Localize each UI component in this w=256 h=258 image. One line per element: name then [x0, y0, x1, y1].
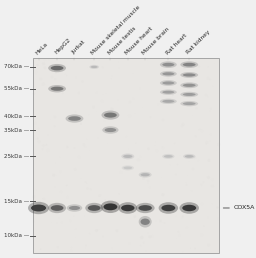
Text: Mouse testis: Mouse testis	[107, 26, 137, 55]
Text: COX5A: COX5A	[233, 205, 255, 211]
Ellipse shape	[141, 173, 150, 176]
Ellipse shape	[51, 205, 63, 211]
Ellipse shape	[180, 101, 198, 106]
Ellipse shape	[66, 114, 83, 123]
Text: Rat kidney: Rat kidney	[186, 30, 211, 55]
Ellipse shape	[159, 202, 178, 214]
Ellipse shape	[180, 92, 198, 97]
Text: 25kDa —: 25kDa —	[4, 154, 29, 159]
Ellipse shape	[160, 90, 177, 95]
Ellipse shape	[164, 155, 173, 158]
Ellipse shape	[139, 216, 152, 228]
Ellipse shape	[48, 203, 66, 213]
Ellipse shape	[118, 202, 137, 214]
Ellipse shape	[103, 203, 117, 210]
Ellipse shape	[182, 205, 196, 211]
Ellipse shape	[141, 219, 150, 225]
Ellipse shape	[101, 111, 119, 120]
Ellipse shape	[69, 206, 80, 210]
Ellipse shape	[162, 154, 175, 159]
Ellipse shape	[68, 116, 81, 121]
Ellipse shape	[67, 204, 82, 212]
Ellipse shape	[123, 166, 132, 169]
Text: Mouse heart: Mouse heart	[124, 26, 154, 55]
Ellipse shape	[183, 102, 196, 105]
Ellipse shape	[160, 99, 177, 104]
Text: 15kDa —: 15kDa —	[4, 199, 29, 204]
Ellipse shape	[183, 154, 195, 159]
Ellipse shape	[162, 91, 174, 94]
Ellipse shape	[183, 73, 196, 77]
Text: 40kDa —: 40kDa —	[4, 114, 29, 119]
Ellipse shape	[183, 93, 196, 96]
Text: 10kDa —: 10kDa —	[4, 233, 29, 238]
Ellipse shape	[48, 85, 66, 92]
Ellipse shape	[162, 72, 174, 75]
Ellipse shape	[161, 205, 175, 211]
Ellipse shape	[183, 84, 196, 87]
Text: Mouse skeletal muscle: Mouse skeletal muscle	[91, 4, 142, 55]
Ellipse shape	[122, 165, 134, 170]
Ellipse shape	[160, 80, 177, 86]
Ellipse shape	[28, 202, 49, 214]
Ellipse shape	[162, 81, 174, 85]
Ellipse shape	[89, 65, 99, 69]
Ellipse shape	[162, 63, 174, 67]
Bar	[33, 58, 219, 253]
Text: Rat heart: Rat heart	[165, 33, 188, 55]
Ellipse shape	[91, 66, 98, 68]
Ellipse shape	[121, 154, 134, 159]
Ellipse shape	[183, 63, 196, 67]
Ellipse shape	[88, 205, 101, 211]
Ellipse shape	[105, 128, 116, 132]
Text: 70kDa —: 70kDa —	[4, 64, 29, 69]
Ellipse shape	[31, 205, 46, 212]
Ellipse shape	[160, 71, 177, 77]
Text: HeLa: HeLa	[35, 41, 49, 55]
Ellipse shape	[121, 205, 134, 211]
Ellipse shape	[85, 203, 103, 213]
Text: 55kDa —: 55kDa —	[4, 86, 29, 91]
Ellipse shape	[139, 172, 152, 178]
Ellipse shape	[102, 126, 119, 134]
Ellipse shape	[162, 100, 174, 103]
Ellipse shape	[48, 64, 66, 72]
Text: Mouse brain: Mouse brain	[142, 26, 171, 55]
Ellipse shape	[185, 155, 194, 158]
Text: 35kDa —: 35kDa —	[4, 127, 29, 133]
Ellipse shape	[136, 203, 155, 213]
Ellipse shape	[138, 205, 152, 211]
Ellipse shape	[51, 66, 63, 70]
Ellipse shape	[180, 61, 198, 68]
Ellipse shape	[180, 72, 198, 78]
Ellipse shape	[123, 155, 132, 158]
Ellipse shape	[179, 202, 199, 214]
Ellipse shape	[160, 61, 177, 68]
Ellipse shape	[101, 201, 120, 213]
Text: Jurkat: Jurkat	[71, 40, 87, 55]
Text: HepG2: HepG2	[54, 37, 71, 55]
Ellipse shape	[180, 82, 198, 88]
Ellipse shape	[104, 112, 117, 118]
Ellipse shape	[51, 87, 63, 91]
